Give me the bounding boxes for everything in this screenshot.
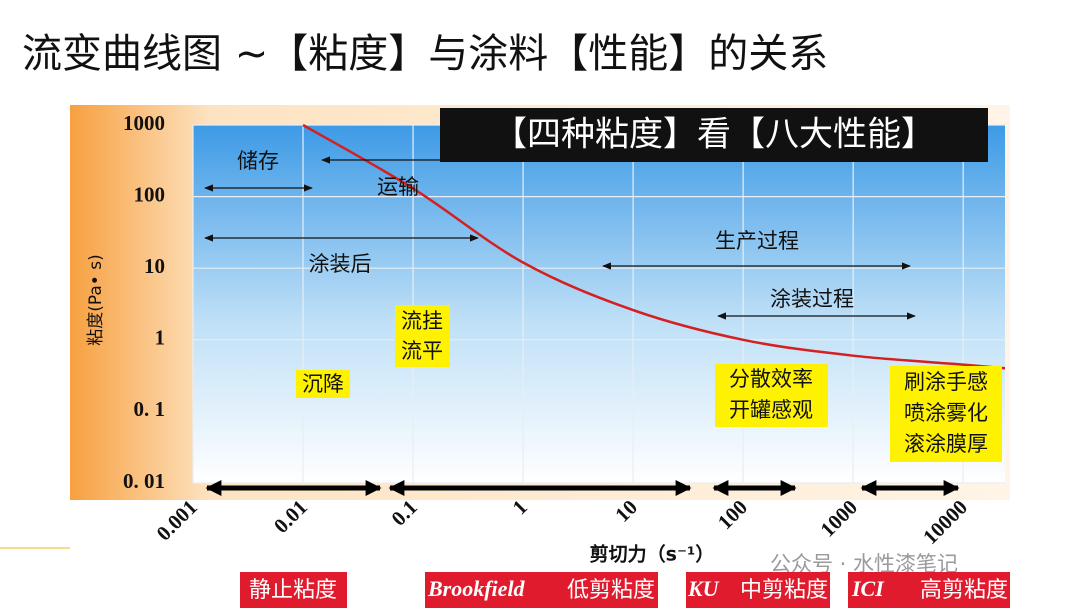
arrows <box>204 156 916 320</box>
annotation: 涂装过程 <box>770 287 854 311</box>
x-axis-label: 剪切力（s⁻¹） <box>590 543 715 566</box>
title: 流变曲线图 ~【粘度】与涂料【性能】的关系 <box>22 31 828 77</box>
y-tick-label: 1000 <box>123 111 165 135</box>
label-box <box>240 572 347 608</box>
annotation: 分散效率 <box>729 367 813 391</box>
range-label: Brookfield <box>427 576 526 601</box>
annotation: 生产过程 <box>715 229 799 253</box>
annotation: 流挂 <box>401 309 443 333</box>
range-label: ICI <box>851 576 885 601</box>
annotation: 喷涂雾化 <box>904 401 988 425</box>
highlight-box <box>715 364 828 427</box>
label-box <box>848 572 1010 608</box>
highlight-boxes <box>296 305 1002 462</box>
range-label: 静止粘度 <box>249 578 337 603</box>
curve-layer <box>302 123 1006 370</box>
range-label: 中剪粘度 <box>740 578 828 603</box>
y-tick-label: 10 <box>144 254 165 278</box>
x-tick-label: 1000 <box>815 495 862 542</box>
annotation: 开罐感观 <box>729 398 813 422</box>
y-tick-label: 0. 01 <box>123 469 165 493</box>
subtitle: 【四种粘度】看【八大性能】 <box>493 115 935 155</box>
x-tick-label: 0.01 <box>269 495 312 538</box>
annotation: 储存 <box>237 149 279 173</box>
x-tick-label: 10000 <box>918 495 972 549</box>
viscosity-labels: 静止粘度 Brookfield 低剪粘度 KU 中剪粘度 ICI 高剪粘度 <box>240 572 1010 608</box>
annotation: 流平 <box>401 339 443 363</box>
y-tick-label: 1 <box>155 326 166 350</box>
x-tick-label: 100 <box>713 495 752 534</box>
viscosity-curve <box>302 123 1006 370</box>
range-label: 低剪粘度 <box>567 578 655 603</box>
annotation: 滚涂膜厚 <box>904 432 988 456</box>
annotation: 运输 <box>377 175 419 199</box>
range-label: 高剪粘度 <box>920 578 1008 603</box>
highlight-box <box>395 305 450 367</box>
y-tick-label: 0. 1 <box>134 397 166 421</box>
annotation: 沉降 <box>302 372 344 396</box>
subtitle-box <box>440 108 988 162</box>
x-tick-label: 0.1 <box>386 495 422 531</box>
label-box <box>425 572 658 608</box>
label-box <box>686 572 830 608</box>
highlight-box <box>296 370 350 398</box>
annotation: 刷涂手感 <box>904 370 988 394</box>
annotation: 涂装后 <box>309 252 372 276</box>
y-axis-label: 粘度(Pa• s) <box>86 254 106 345</box>
x-tick-label: 0.001 <box>152 495 202 545</box>
highlight-box <box>890 366 1002 462</box>
range-label: KU <box>687 576 720 601</box>
y-tick-label: 100 <box>134 182 166 206</box>
plot-area <box>193 125 1005 483</box>
